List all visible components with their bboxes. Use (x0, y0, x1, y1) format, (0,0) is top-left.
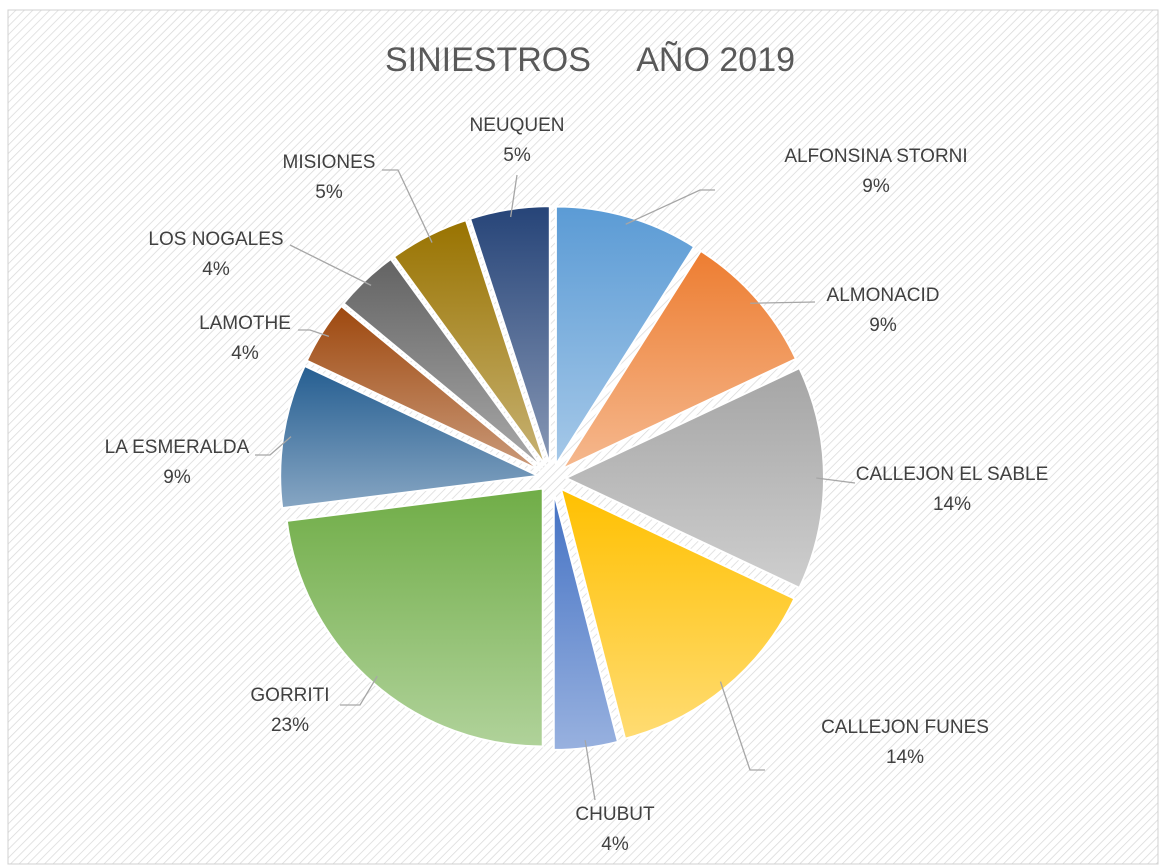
slice-label: LOS NOGALES (148, 229, 283, 250)
leader-line (750, 301, 816, 304)
slice-value-label: 9% (869, 315, 897, 336)
pie-slice (468, 205, 551, 465)
slice-value-label: 5% (503, 145, 531, 166)
pie-slice (554, 205, 696, 468)
pie-slice (559, 486, 796, 740)
slice-value-label: 4% (231, 343, 259, 364)
leader-line (510, 174, 518, 218)
slice-label: CALLEJON FUNES (821, 717, 989, 738)
slice-label: CALLEJON EL SABLE (856, 464, 1049, 485)
slice-label: NEUQUEN (469, 115, 564, 136)
leader-line (625, 189, 715, 225)
pie-slice (305, 304, 541, 472)
slice-value-label: 5% (315, 182, 343, 203)
slice-label: GORRITI (250, 685, 329, 706)
pie-slice (279, 364, 542, 510)
leader-line (340, 675, 378, 706)
slice-label: LA ESMERALDA (105, 437, 250, 458)
slice-value-label: 23% (271, 715, 309, 736)
pie-slice (285, 487, 544, 748)
leader-line (584, 740, 596, 801)
leader-line (289, 244, 372, 286)
slice-label: LAMOTHE (199, 313, 291, 334)
slice-value-label: 9% (862, 176, 890, 197)
slice-value-label: 14% (933, 494, 971, 515)
leader-line (255, 436, 292, 456)
slice-value-label: 4% (601, 834, 629, 855)
pie-slice (342, 257, 544, 469)
leader-line (719, 681, 765, 771)
slice-value-label: 4% (202, 259, 230, 280)
pie-slice (559, 249, 798, 472)
slice-label: CHUBUT (575, 804, 655, 825)
slice-value-label: 9% (163, 467, 191, 488)
slice-label: MISIONES (283, 152, 376, 173)
pie-slice (563, 366, 825, 590)
leader-line (816, 477, 856, 484)
leader-line (382, 169, 433, 243)
slice-label: ALMONACID (827, 285, 940, 306)
chart-title: SINIESTROS AÑO 2019 (385, 41, 795, 79)
slice-label: ALFONSINA STORNI (784, 146, 967, 167)
slice-value-label: 14% (886, 747, 924, 768)
leader-line (298, 329, 330, 338)
